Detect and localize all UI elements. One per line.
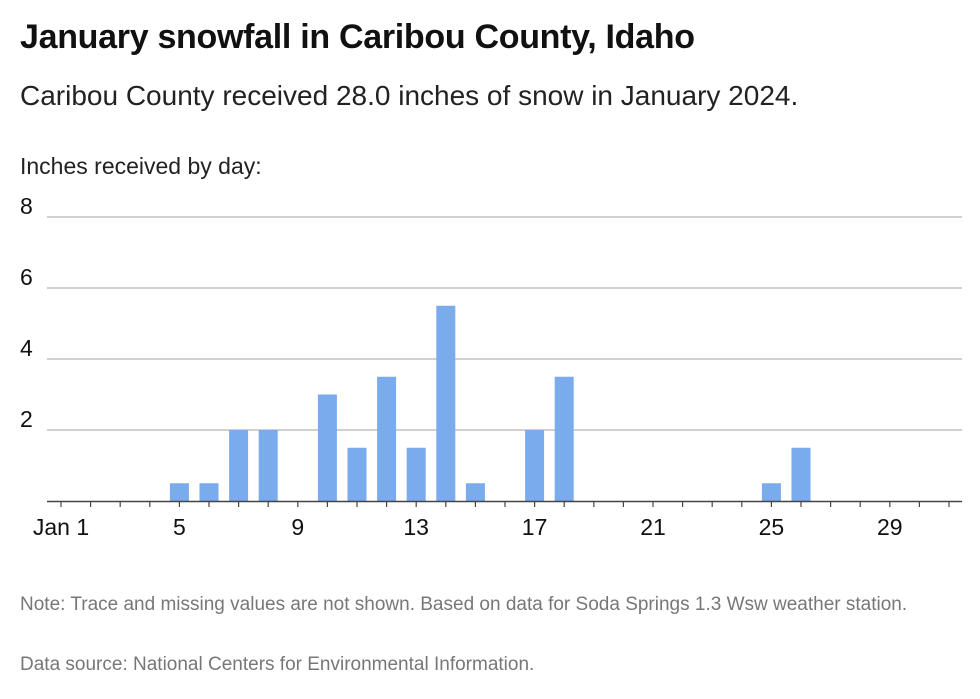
chart-note: Note: Trace and missing values are not s… [20, 594, 908, 615]
x-tick-label-5: 5 [173, 514, 186, 540]
x-tick-label-9: 9 [291, 514, 304, 540]
y-axis-label: Inches received by day: [20, 153, 262, 179]
chart-title: January snowfall in Caribou County, Idah… [20, 18, 695, 56]
bar-day-17 [525, 430, 545, 501]
y-tick-label-4: 4 [20, 335, 33, 361]
bar-day-26 [791, 447, 811, 501]
y-tick-labels: 2 4 6 8 [20, 193, 33, 432]
bar-day-8 [258, 430, 278, 501]
bar-day-6 [199, 483, 219, 501]
x-tick-label-17: 17 [522, 514, 548, 540]
x-tick-label-1: Jan 1 [33, 514, 89, 540]
bar-day-10 [317, 394, 337, 501]
x-tick-label-13: 13 [403, 514, 429, 540]
x-tick-label-29: 29 [877, 514, 903, 540]
x-tick-label-21: 21 [640, 514, 666, 540]
gridlines [47, 216, 962, 431]
bar-day-18 [554, 376, 574, 501]
bar-day-14 [436, 305, 456, 501]
bar-day-12 [377, 376, 397, 501]
y-tick-label-8: 8 [20, 193, 33, 219]
bar-day-13 [406, 447, 426, 501]
data-source: Data source: National Centers for Enviro… [20, 654, 535, 675]
snowfall-bar-chart: 2 4 6 8 Jan 1 5 9 13 17 21 25 29 [20, 193, 962, 540]
y-tick-label-6: 6 [20, 264, 33, 290]
x-tick-label-25: 25 [759, 514, 785, 540]
bars [169, 305, 811, 501]
x-tick-labels: Jan 1 5 9 13 17 21 25 29 [33, 514, 903, 540]
bar-day-15 [465, 483, 485, 501]
chart-subtitle: Caribou County received 28.0 inches of s… [20, 80, 799, 111]
bar-day-25 [761, 483, 781, 501]
x-axis [47, 500, 962, 507]
bar-day-11 [347, 447, 367, 501]
bar-day-5 [169, 483, 189, 501]
y-tick-label-2: 2 [20, 406, 33, 432]
bar-day-7 [229, 430, 249, 501]
